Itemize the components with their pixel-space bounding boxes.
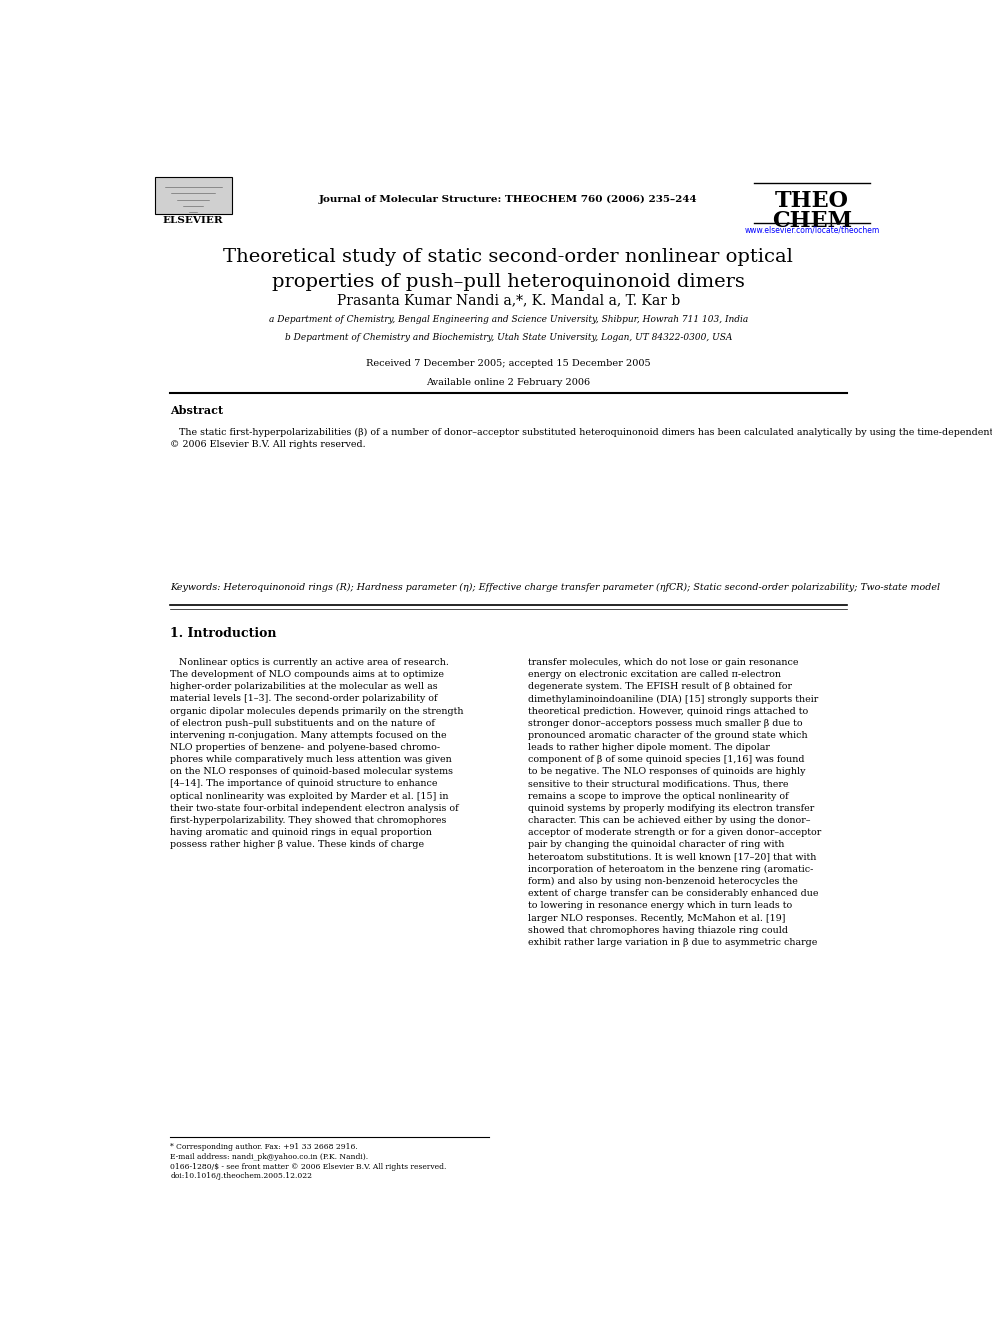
Text: Journal of Molecular Structure: THEOCHEM 760 (2006) 235–244: Journal of Molecular Structure: THEOCHEM… (319, 194, 697, 204)
Text: transfer molecules, which do not lose or gain resonance
energy on electronic exc: transfer molecules, which do not lose or… (528, 658, 820, 947)
Text: Received 7 December 2005; accepted 15 December 2005: Received 7 December 2005; accepted 15 De… (366, 360, 651, 368)
Text: * Corresponding author. Fax: +91 33 2668 2916.: * Corresponding author. Fax: +91 33 2668… (171, 1143, 358, 1151)
Text: THEO: THEO (775, 191, 849, 212)
Text: 0166-1280/$ - see front matter © 2006 Elsevier B.V. All rights reserved.: 0166-1280/$ - see front matter © 2006 El… (171, 1163, 446, 1171)
Text: doi:10.1016/j.theochem.2005.12.022: doi:10.1016/j.theochem.2005.12.022 (171, 1172, 312, 1180)
Text: CHEM: CHEM (772, 209, 852, 232)
Text: www.elsevier.com/locate/theochem: www.elsevier.com/locate/theochem (744, 226, 880, 235)
Text: 1. Introduction: 1. Introduction (171, 627, 277, 640)
Text: Keywords: Heteroquinonoid rings (R); Hardness parameter (η); Effective charge tr: Keywords: Heteroquinonoid rings (R); Har… (171, 582, 940, 591)
Text: E-mail address: nandi_pk@yahoo.co.in (P.K. Nandi).: E-mail address: nandi_pk@yahoo.co.in (P.… (171, 1154, 368, 1162)
Text: Theoretical study of static second-order nonlinear optical
properties of push–pu: Theoretical study of static second-order… (223, 249, 794, 291)
Text: Nonlinear optics is currently an active area of research.
The development of NLO: Nonlinear optics is currently an active … (171, 658, 463, 849)
Text: The static first-hyperpolarizabilities (β) of a number of donor–acceptor substit: The static first-hyperpolarizabilities (… (171, 427, 992, 448)
Text: a Department of Chemistry, Bengal Engineering and Science University, Shibpur, H: a Department of Chemistry, Bengal Engine… (269, 315, 748, 324)
Text: Abstract: Abstract (171, 405, 223, 417)
Text: b Department of Chemistry and Biochemistry, Utah State University, Logan, UT 843: b Department of Chemistry and Biochemist… (285, 333, 732, 341)
Text: Available online 2 February 2006: Available online 2 February 2006 (427, 378, 590, 386)
Text: Prasanta Kumar Nandi a,*, K. Mandal a, T. Kar b: Prasanta Kumar Nandi a,*, K. Mandal a, T… (336, 294, 681, 307)
Bar (155, 177, 231, 214)
Text: ELSEVIER: ELSEVIER (163, 216, 223, 225)
